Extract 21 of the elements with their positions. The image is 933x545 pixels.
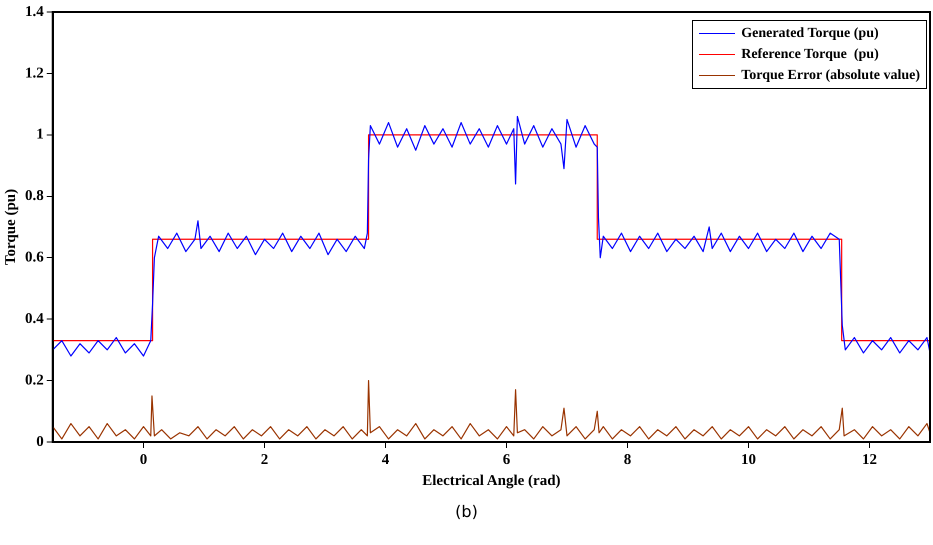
x-tick-label: 8: [624, 452, 632, 468]
y-axis-title: Torque (pu): [2, 188, 19, 266]
y-tick-label: 0.2: [25, 372, 44, 388]
x-tick-label: 10: [741, 452, 756, 468]
y-tick-label: 0.6: [25, 250, 44, 266]
legend-label: Generated Torque (pu): [741, 25, 879, 43]
text: (b): [454, 502, 479, 521]
x-axis-title: Electrical Angle (rad): [422, 472, 561, 489]
y-tick-label: 0: [36, 434, 44, 450]
x-tick-label: 12: [862, 452, 877, 468]
y-tick-label: 1.2: [25, 65, 44, 82]
y-tick-label: 0.4: [25, 311, 44, 328]
x-tick-label: 4: [382, 452, 390, 468]
y-tick-label: 1.4: [25, 4, 44, 20]
y-tick-label: 0.8: [25, 188, 44, 204]
y-tick-label: 1: [36, 126, 44, 143]
x-tick-label: 0: [140, 452, 148, 468]
legend-label: Reference Torque (pu): [741, 46, 879, 64]
x-tick-label: 2: [260, 452, 268, 468]
x-tick-label: 6: [502, 452, 511, 468]
legend-label: Torque Error (absolute value): [741, 67, 920, 85]
